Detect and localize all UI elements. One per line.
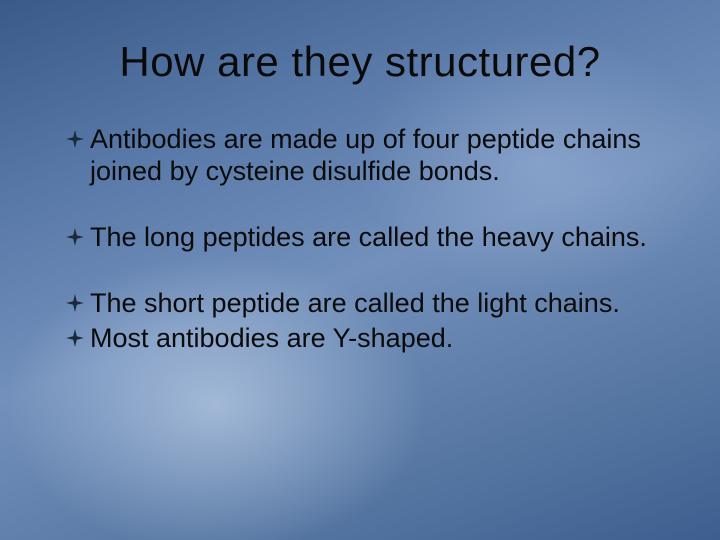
star-bullet-icon [66,294,84,312]
star-bullet-icon [66,130,84,148]
list-item: Most antibodies are Y-shaped. [66,323,672,355]
star-bullet-icon [66,228,84,246]
bullet-list: Antibodies are made up of four peptide c… [48,124,672,355]
list-item: The long peptides are called the heavy c… [66,222,672,254]
bullet-text: The long peptides are called the heavy c… [90,222,647,254]
bullet-text: Most antibodies are Y-shaped. [90,323,453,355]
bullet-text: The short peptide are called the light c… [90,288,620,320]
list-item: Antibodies are made up of four peptide c… [66,124,672,188]
star-bullet-icon [66,329,84,347]
list-item: The short peptide are called the light c… [66,288,672,320]
bullet-text: Antibodies are made up of four peptide c… [90,124,672,188]
slide-title: How are they structured? [48,38,672,86]
